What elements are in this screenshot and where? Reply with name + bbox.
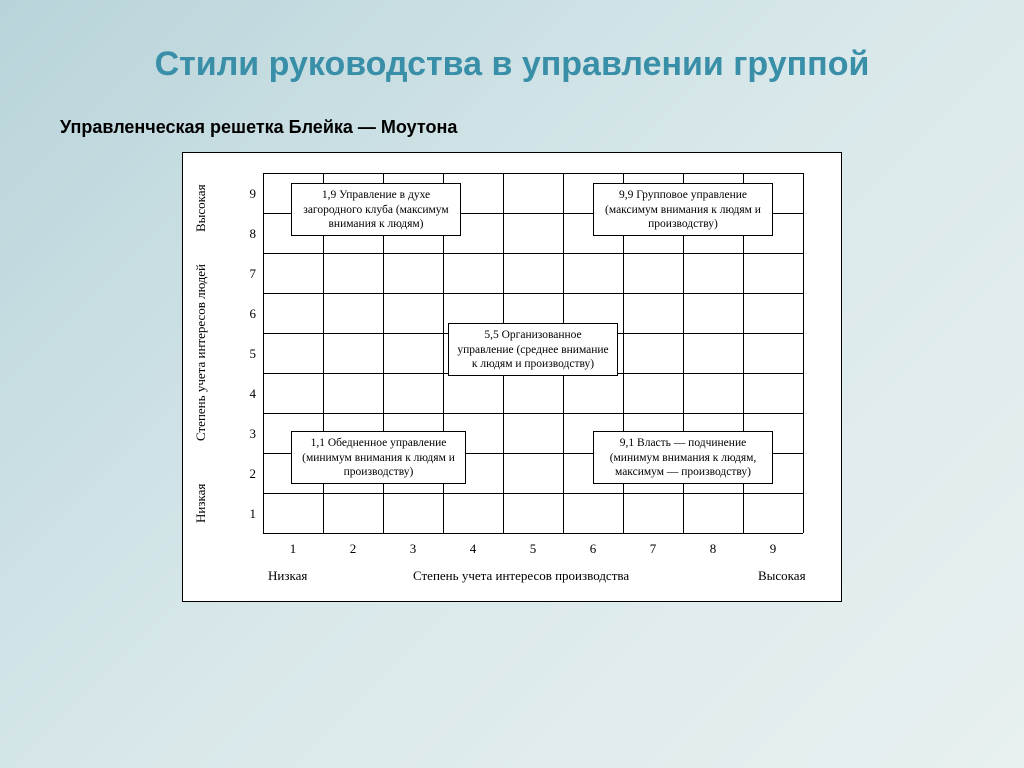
box-5-5: 5,5 Организованное управление (среднее в… (448, 323, 618, 376)
y-high-label: Высокая (193, 173, 209, 243)
box-9-1: 9,1 Власть — подчинение (минимум внимани… (593, 431, 773, 484)
box-9-9: 9,9 Групповое управление (максимум внима… (593, 183, 773, 236)
ytick-2: 2 (238, 466, 256, 482)
xtick-7: 7 (643, 541, 663, 557)
xtick-4: 4 (463, 541, 483, 557)
ytick-9: 9 (238, 186, 256, 202)
xtick-2: 2 (343, 541, 363, 557)
ytick-8: 8 (238, 226, 256, 242)
xtick-9: 9 (763, 541, 783, 557)
grid-area: 1,9 Управление в духе загородного клуба … (263, 173, 803, 533)
ytick-7: 7 (238, 266, 256, 282)
ytick-6: 6 (238, 306, 256, 322)
x-high-label: Высокая (758, 568, 806, 584)
box-1-9: 1,9 Управление в духе загородного клуба … (291, 183, 461, 236)
slide-subtitle: Управленческая решетка Блейка — Моутона (60, 117, 1024, 138)
managerial-grid-chart: Высокая Степень учета интересов людей Ни… (182, 152, 842, 602)
box-1-1: 1,1 Обедненное управление (минимум внима… (291, 431, 466, 484)
xtick-5: 5 (523, 541, 543, 557)
x-low-label: Низкая (268, 568, 307, 584)
xtick-1: 1 (283, 541, 303, 557)
y-axis-label: Степень учета интересов людей (193, 253, 209, 453)
ytick-5: 5 (238, 346, 256, 362)
slide-title: Стили руководства в управлении группой (0, 0, 1024, 89)
ytick-4: 4 (238, 386, 256, 402)
x-axis-label: Степень учета интересов производства (413, 568, 629, 584)
xtick-3: 3 (403, 541, 423, 557)
ytick-3: 3 (238, 426, 256, 442)
xtick-6: 6 (583, 541, 603, 557)
y-low-label: Низкая (193, 473, 209, 533)
xtick-8: 8 (703, 541, 723, 557)
ytick-1: 1 (238, 506, 256, 522)
